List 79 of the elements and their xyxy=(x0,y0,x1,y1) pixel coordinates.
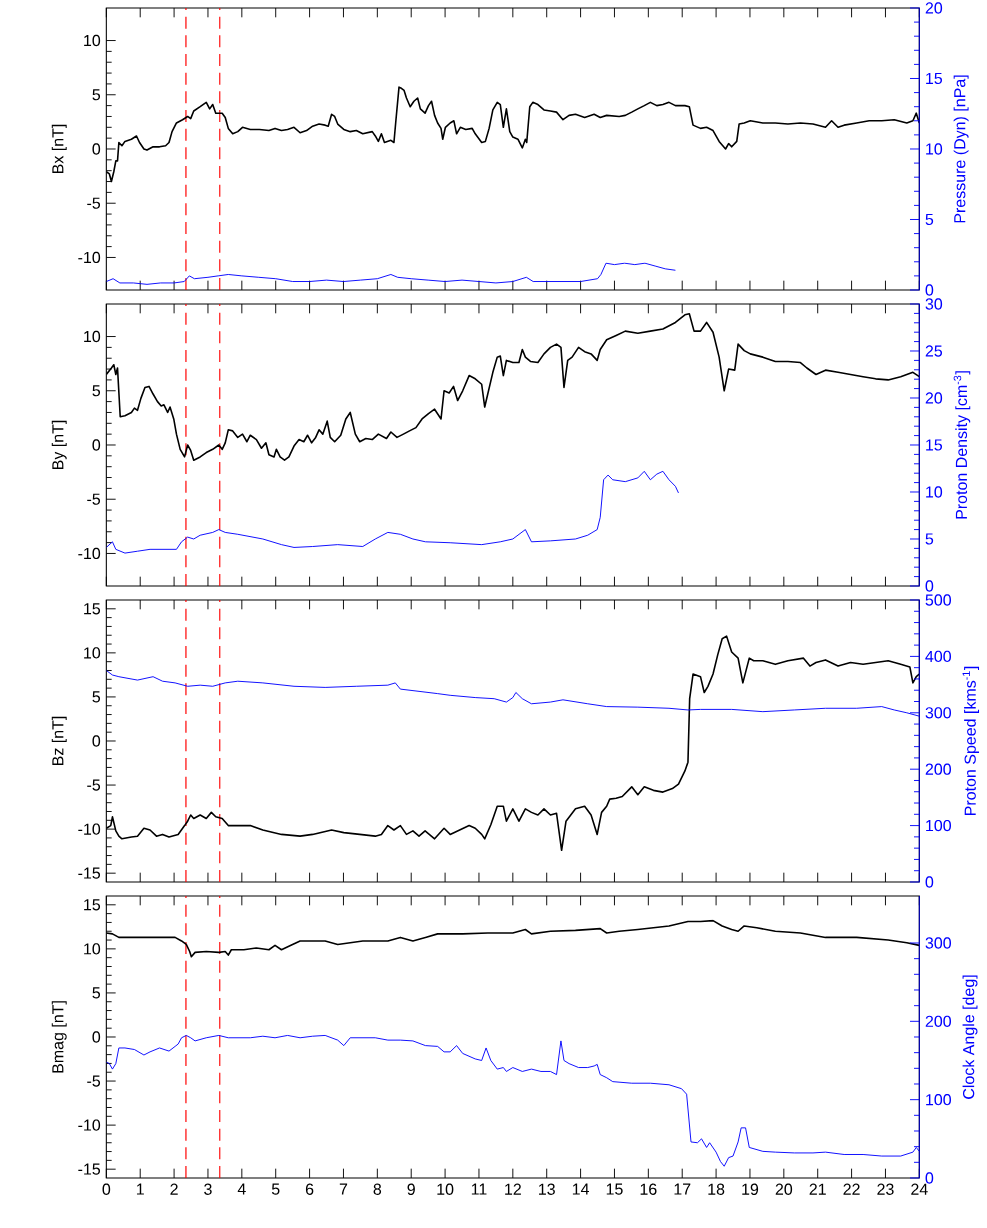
y-tick-label: 0 xyxy=(92,735,100,747)
y2-tick-label: 200 xyxy=(925,1015,951,1027)
y-tick-label: 15 xyxy=(83,899,100,911)
x-tick-label: 3 xyxy=(203,1183,212,1195)
y-tick-label: 0 xyxy=(92,439,100,451)
y-tick-label: -15 xyxy=(78,867,100,879)
x-tick-label: 5 xyxy=(271,1183,280,1195)
y-tick-label: 5 xyxy=(92,691,100,703)
y-tick-label: -5 xyxy=(87,1075,100,1087)
x-tick-label: 8 xyxy=(373,1183,381,1195)
y2-tick-label: 10 xyxy=(925,143,942,155)
x-tick-label: 23 xyxy=(877,1183,894,1195)
y-tick-label: 10 xyxy=(83,943,100,955)
y-axis-title: By [nT] xyxy=(51,420,67,470)
y-tick-label: 5 xyxy=(92,987,100,999)
y-tick-label: 5 xyxy=(92,89,100,101)
x-tick-label: 6 xyxy=(305,1183,314,1195)
x-tick-label: 2 xyxy=(170,1183,178,1195)
x-tick-label: 0 xyxy=(102,1183,111,1195)
y2-tick-label: 20 xyxy=(925,2,942,14)
y-tick-label: -5 xyxy=(87,493,100,505)
y-tick-label: -10 xyxy=(78,1119,100,1131)
y-tick-label: 10 xyxy=(83,34,100,47)
y2-tick-label: 20 xyxy=(925,392,942,404)
y2-tick-label: 25 xyxy=(925,345,942,357)
y-tick-label: 10 xyxy=(83,647,100,659)
x-tick-label: 9 xyxy=(407,1183,415,1195)
y-axis-title: Bx [nT] xyxy=(51,124,67,174)
y2-tick-label: 100 xyxy=(925,1094,951,1106)
y-tick-label: -10 xyxy=(78,823,100,835)
x-tick-label: 21 xyxy=(809,1183,826,1195)
y2-tick-label: 100 xyxy=(925,819,951,832)
y2-tick-label: 300 xyxy=(925,707,951,719)
x-tick-label: 22 xyxy=(843,1183,860,1195)
x-tick-label: 4 xyxy=(237,1183,246,1195)
y-tick-label: -10 xyxy=(78,251,100,264)
x-tick-label: 10 xyxy=(437,1183,454,1195)
x-tick-label: 15 xyxy=(606,1183,623,1195)
x-tick-label: 13 xyxy=(538,1183,555,1195)
y2-axis-title: Proton Speed [kms$^{-1}$] xyxy=(962,666,979,815)
y2-tick-label: 5 xyxy=(925,533,933,545)
x-tick-label: 14 xyxy=(572,1183,589,1195)
y2-tick-label: 30 xyxy=(925,298,942,310)
y2-axis-title: Proton Density [cm$^{-3}$] xyxy=(953,371,971,519)
x-tick-label: 19 xyxy=(742,1183,758,1195)
x-tick-label: 7 xyxy=(339,1183,347,1195)
y2-tick-label: 0 xyxy=(925,580,934,592)
y2-tick-label: 10 xyxy=(925,486,942,498)
x-tick-label: 11 xyxy=(471,1183,487,1195)
x-tick-label: 1 xyxy=(136,1183,144,1195)
y-axis-title: Bmag [nT] xyxy=(51,1001,67,1073)
x-tick-label: 18 xyxy=(708,1183,725,1195)
y2-tick-label: 0 xyxy=(925,876,934,888)
x-tick-label: 16 xyxy=(640,1183,657,1195)
y2-tick-label: 15 xyxy=(925,439,942,451)
y2-tick-label: 15 xyxy=(925,72,942,85)
y2-tick-label: 500 xyxy=(925,594,951,606)
y-tick-label: -15 xyxy=(78,1163,100,1175)
y-axis-title: Bz [nT] xyxy=(51,716,67,766)
y2-tick-label: 300 xyxy=(925,937,951,949)
y-tick-label: 5 xyxy=(92,385,100,397)
x-tick-label: 17 xyxy=(674,1183,691,1195)
x-tick-label: 24 xyxy=(911,1183,928,1195)
y2-tick-label: 0 xyxy=(925,1172,934,1184)
y-tick-label: -5 xyxy=(87,197,100,209)
y-tick-label: 0 xyxy=(92,1031,100,1043)
y-tick-label: -10 xyxy=(78,547,100,560)
y2-tick-label: 5 xyxy=(925,213,933,226)
y-tick-label: -5 xyxy=(87,779,100,791)
y-tick-label: 0 xyxy=(92,143,100,155)
y2-axis-title: Pressure (Dyn) [nPa] xyxy=(953,75,969,223)
x-tick-label: 12 xyxy=(504,1183,521,1195)
y-tick-label: 15 xyxy=(83,603,100,615)
y2-tick-label: 400 xyxy=(925,650,951,663)
y-tick-label: 10 xyxy=(83,330,100,343)
y2-tick-label: 0 xyxy=(925,284,934,296)
x-tick-label: 20 xyxy=(775,1183,792,1195)
y2-tick-label: 200 xyxy=(925,763,951,775)
y2-axis-title: Clock Angle [deg] xyxy=(962,975,978,1099)
